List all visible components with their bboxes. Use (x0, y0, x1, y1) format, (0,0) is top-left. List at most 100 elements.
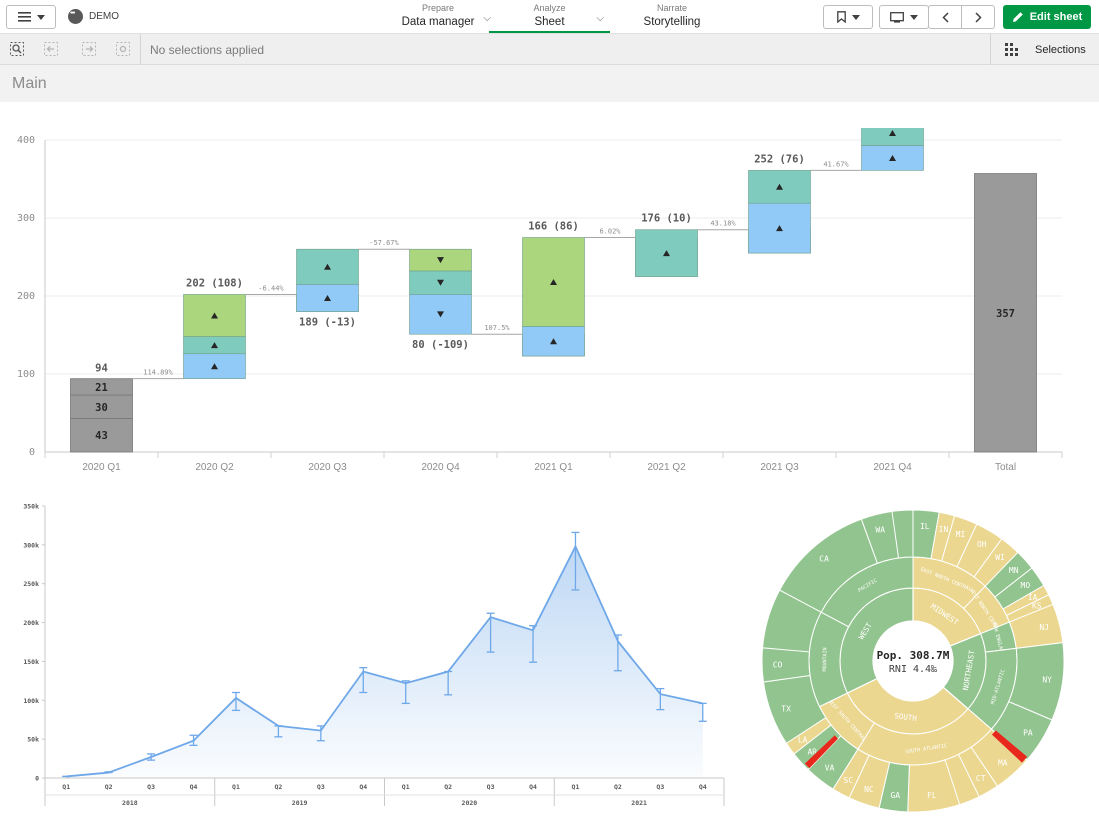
state-label: KS (1032, 602, 1042, 611)
sheets-button[interactable] (879, 5, 929, 29)
bar-total-label: 202 (108) (186, 277, 243, 289)
y-tick-label: 100 (17, 369, 35, 380)
tab-sheet[interactable]: Analyze Sheet ⌵ (489, 2, 610, 33)
increase-arrow-icon (889, 129, 896, 136)
x-tick-label: 2021 Q2 (647, 462, 686, 473)
center-hole (874, 622, 952, 700)
bar-total-label: 252 (76) (754, 153, 805, 165)
increase-arrow-icon (776, 225, 783, 232)
pencil-icon (1012, 12, 1023, 22)
edit-sheet-label: Edit sheet (1029, 11, 1083, 23)
x-tick-label: Q2 (105, 783, 113, 791)
next-sheet-button[interactable] (961, 5, 995, 29)
state-label: GA (890, 791, 900, 800)
step-forward-icon (82, 42, 96, 56)
y-tick-label: 300k (23, 541, 39, 549)
increase-arrow-icon (324, 263, 331, 270)
edit-sheet-button[interactable]: Edit sheet (1003, 5, 1091, 29)
state-label: VA (825, 764, 835, 773)
selections-panel-label: Selections (1035, 43, 1086, 56)
app-icon (68, 9, 83, 24)
tab-sheet-subtitle: Analyze (533, 3, 566, 13)
state-label: AR (807, 747, 817, 756)
bar-total-label: 189 (-13) (299, 317, 356, 329)
step-back-button[interactable] (42, 40, 60, 58)
y-tick-label: 400 (17, 135, 35, 146)
state-label: MA (998, 758, 1008, 767)
segment-value-label: 30 (95, 402, 108, 414)
tab-data-manager-subtitle: Prepare (421, 3, 455, 13)
percent-change-label: 6.02% (599, 228, 621, 236)
increase-arrow-icon (211, 312, 218, 319)
year-label: 2019 (292, 799, 308, 807)
x-tick-label: Q4 (529, 783, 537, 791)
highlight-segment (991, 730, 1028, 763)
increase-arrow-icon (550, 278, 557, 285)
tab-storytelling-subtitle: Narrate (656, 3, 687, 13)
trend-area-chart[interactable]: 0 50k 100k 150k 200k 250k 300k 350k Q1 Q2 Q3 Q4 Q1 Q2… (0, 496, 740, 816)
increase-arrow-icon (663, 250, 670, 257)
top-toolbar: DEMO Prepare Data manager ⌵ Analyze Shee… (0, 0, 1099, 34)
app-name: DEMO (89, 11, 119, 22)
state-label: PA (1023, 729, 1033, 738)
previous-sheet-button[interactable] (928, 5, 962, 29)
clear-all-button[interactable] (114, 40, 132, 58)
x-tick-label: Q2 (614, 783, 622, 791)
state-segment (761, 647, 811, 683)
bookmarks-button[interactable] (823, 5, 873, 29)
highlight-segment (804, 735, 838, 769)
x-tick-label: Q1 (62, 783, 70, 791)
segment-value-label: 43 (95, 430, 108, 442)
segment-value-label: 21 (95, 382, 108, 394)
tab-storytelling-label: Storytelling (643, 16, 701, 28)
waterfall-chart[interactable]: 0 100 200 300 400 2020 Q1 2020 Q2 2020 Q3 2020 Q… (0, 128, 1080, 478)
x-tick-label: Q2 (444, 783, 452, 791)
chevron-down-icon[interactable]: ⌵ (596, 13, 604, 24)
tab-data-manager[interactable]: Prepare Data manager ⌵ (383, 2, 493, 33)
x-tick-label: 2021 Q3 (760, 462, 799, 473)
increase-arrow-icon (889, 154, 896, 161)
tab-storytelling[interactable]: Narrate Storytelling (630, 2, 714, 33)
x-tick-label: Q2 (274, 783, 282, 791)
chevron-left-icon (941, 11, 949, 23)
increase-arrow-icon (324, 294, 331, 301)
x-tick-label: 2020 Q3 (308, 462, 347, 473)
x-tick-label: 2020 Q2 (195, 462, 234, 473)
step-forward-button[interactable] (80, 40, 98, 58)
state-label: MO (1021, 581, 1031, 590)
x-tick-label: Q3 (147, 783, 155, 791)
bar-total-label: 94 (95, 363, 108, 375)
global-menu-button[interactable] (6, 5, 56, 29)
y-tick-label: 350k (23, 503, 39, 511)
selection-status: No selections applied (150, 43, 265, 57)
x-tick-label: Total (995, 462, 1016, 473)
state-label: WA (875, 525, 885, 534)
tab-data-manager-label: Data manager (401, 16, 475, 28)
center-rni-label: RNI 4.4‰ (889, 664, 938, 675)
state-label: IN (939, 525, 949, 534)
selections-panel-button[interactable]: Selections (990, 34, 1099, 65)
increase-arrow-icon (211, 363, 218, 370)
x-tick-label: Q4 (190, 783, 198, 791)
hamburger-icon (17, 12, 31, 22)
percent-change-label: -57.67% (369, 239, 399, 247)
waterfall-start-segment (70, 378, 133, 396)
state-label: MI (956, 530, 966, 539)
total-value-label: 357 (996, 308, 1015, 320)
smart-search-button[interactable] (8, 40, 26, 58)
x-tick-label: 2020 Q4 (421, 462, 460, 473)
division-label: MOUNTAIN (822, 647, 828, 671)
x-tick-label: 2020 Q1 (82, 462, 121, 473)
y-tick-label: 250k (23, 580, 39, 588)
state-label: IL (920, 522, 930, 531)
chevron-down-icon[interactable]: ⌵ (483, 13, 491, 24)
percent-change-label: 41.67% (823, 160, 849, 168)
search-selection-icon (10, 42, 24, 56)
state-label: CT (976, 774, 986, 783)
chevron-right-icon (974, 11, 982, 23)
selections-grid-icon (1005, 43, 1018, 56)
caret-down-icon (910, 14, 918, 20)
percent-change-label: -6.44% (258, 284, 284, 292)
state-label: NJ (1039, 623, 1049, 632)
